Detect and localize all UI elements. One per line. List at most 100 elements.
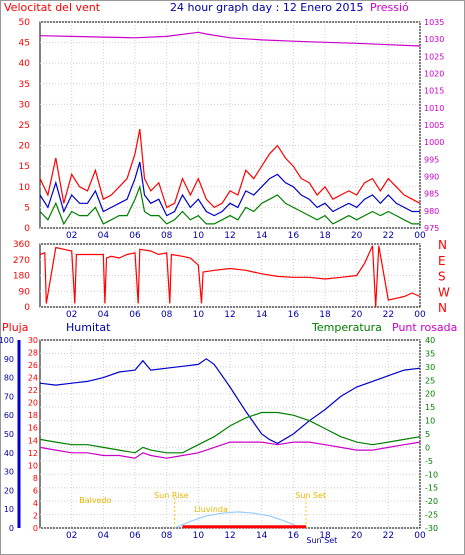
wind-x-tick-label: 20 xyxy=(351,231,363,241)
pressure-y-tick-label: 1010 xyxy=(424,104,444,113)
temp-y-tick-label: 0 xyxy=(425,443,430,452)
humidity-y-tick-label: 70 xyxy=(4,392,14,401)
rain-y-tick-label: 4 xyxy=(33,499,38,508)
temp-y-tick-label: -20 xyxy=(425,497,438,506)
wind-direction-panel: 0 N 90 W 180 S 270 E 360 N 02 04 06 08 10 12 14 16 18 20 22 0… xyxy=(13,238,450,320)
wind-x-tick-label: 08 xyxy=(161,231,173,241)
humidity-y-tick-label: 30 xyxy=(4,468,14,477)
direction-compass-label: E xyxy=(438,254,446,268)
direction-x-tick-label: 18 xyxy=(319,310,331,320)
wind-x-tick-label: 06 xyxy=(129,231,141,241)
direction-compass-label: N xyxy=(438,238,447,252)
pressure-y-tick-label: 990 xyxy=(424,173,439,182)
temp-y-tick-label: -10 xyxy=(425,470,438,479)
wind-y-tick-label: 25 xyxy=(19,121,30,131)
rain-y-tick-label: 2 xyxy=(33,511,38,520)
wind-x-tick-label: 22 xyxy=(383,231,394,241)
direction-x-tick-label: 08 xyxy=(161,310,173,320)
wind-x-tick-label: 18 xyxy=(319,231,331,241)
temp-x-tick-label: 06 xyxy=(129,531,141,541)
temp-series-line-1 xyxy=(39,411,421,454)
sun-annotation-label: Sun Rise xyxy=(154,491,189,500)
temp-series-line-3 xyxy=(174,511,302,529)
sun-annotation-label: Sun Set xyxy=(306,536,337,545)
pressure-y-tick-label: 1035 xyxy=(424,18,444,27)
direction-x-tick-label: 20 xyxy=(351,310,363,320)
temp-y-tick-label: 5 xyxy=(425,430,430,439)
pressure-axis-title: Pressió xyxy=(370,1,409,14)
rain-y-tick-label: 6 xyxy=(33,486,38,495)
wind-y-tick-label: 20 xyxy=(19,142,31,152)
temp-y-tick-label: 40 xyxy=(425,336,435,345)
temp-y-tick-label: -15 xyxy=(425,484,438,493)
direction-x-tick-label: 04 xyxy=(98,310,110,320)
wind-y-tick-label: 10 xyxy=(19,183,31,193)
humidity-axis-title: Humitat xyxy=(66,321,111,334)
temp-y-tick-label: 30 xyxy=(425,363,435,372)
temp-y-tick-label: 15 xyxy=(425,403,435,412)
rain-y-tick-label: 10 xyxy=(28,461,38,470)
temp-series-line-2 xyxy=(39,441,421,459)
temp-x-tick-label: 20 xyxy=(351,531,363,541)
direction-x-tick-label: 00 xyxy=(414,310,426,320)
temp-x-tick-label: 02 xyxy=(66,531,77,541)
rain-y-tick-label: 8 xyxy=(33,474,38,483)
chart-title: 24 hour graph day : 12 Enero 2015 xyxy=(170,1,364,14)
pressure-y-tick-label: 1000 xyxy=(424,138,444,147)
sun-annotation-label: Balvedo xyxy=(79,496,111,505)
humidity-y-tick-label: 20 xyxy=(4,486,14,495)
humidity-y-tick-label: 10 xyxy=(4,505,14,514)
rain-y-tick-label: 14 xyxy=(28,436,38,445)
rain-y-tick-label: 24 xyxy=(28,374,38,383)
temp-x-tick-label: 10 xyxy=(193,531,205,541)
wind-x-tick-label: 10 xyxy=(193,231,205,241)
temp-x-tick-label: 16 xyxy=(288,531,300,541)
wind-y-tick-label: 40 xyxy=(19,59,31,69)
direction-compass-label: W xyxy=(438,285,450,299)
wind-series-line-1 xyxy=(39,128,421,209)
temp-x-tick-label: 00 xyxy=(414,531,426,541)
direction-x-tick-label: 22 xyxy=(383,310,394,320)
direction-y-tick-label: 270 xyxy=(13,256,30,266)
humidity-y-tick-label: 80 xyxy=(4,374,14,383)
temp-y-tick-label: 20 xyxy=(425,390,435,399)
wind-series-line-3 xyxy=(39,184,420,226)
pressure-y-tick-label: 1030 xyxy=(424,35,444,44)
wind-pressure-panel: 0510152025303540455097598098599099510001… xyxy=(19,18,445,241)
wind-y-tick-label: 50 xyxy=(19,18,31,28)
temp-x-tick-label: 22 xyxy=(383,531,394,541)
rain-y-tick-label: 12 xyxy=(28,449,38,458)
temp-x-tick-label: 12 xyxy=(224,531,235,541)
wind-y-tick-label: 5 xyxy=(24,203,30,213)
rain-y-tick-label: 26 xyxy=(28,361,38,370)
wind-y-tick-label: 30 xyxy=(19,100,31,110)
temp-x-tick-label: 18 xyxy=(319,531,331,541)
humidity-y-tick-label: 60 xyxy=(4,411,14,420)
direction-y-tick-label: 0 xyxy=(24,303,30,313)
temp-y-tick-label: 25 xyxy=(425,376,435,385)
temp-x-tick-label: 14 xyxy=(256,531,268,541)
humidity-y-tick-label: 100 xyxy=(0,336,14,345)
temp-y-tick-label: -30 xyxy=(425,524,438,533)
wind-x-tick-label: 14 xyxy=(256,231,268,241)
wind-y-tick-label: 45 xyxy=(19,39,30,49)
pressure-y-tick-label: 980 xyxy=(424,207,439,216)
temp-y-tick-label: 35 xyxy=(425,349,435,358)
dewpoint-axis-title: Punt rosada xyxy=(392,321,457,334)
humidity-y-tick-label: 0 xyxy=(9,524,14,533)
temp-series-line-0 xyxy=(39,358,421,445)
wind-x-tick-label: 12 xyxy=(224,231,235,241)
sun-annotation-label: Lluvinda xyxy=(194,505,228,514)
rain-y-tick-label: 20 xyxy=(28,399,38,408)
humidity-y-tick-label: 50 xyxy=(4,430,14,439)
pressure-y-tick-label: 1020 xyxy=(424,70,444,79)
direction-series-line-0 xyxy=(39,245,421,308)
temperature-axis-title: Temperatura xyxy=(311,321,382,334)
direction-x-tick-label: 12 xyxy=(224,310,235,320)
wind-y-tick-label: 35 xyxy=(19,80,30,90)
pressure-y-tick-label: 985 xyxy=(424,190,439,199)
direction-y-tick-label: 90 xyxy=(19,287,31,297)
wind-x-tick-label: 16 xyxy=(288,231,300,241)
wind-y-tick-label: 15 xyxy=(19,162,30,172)
